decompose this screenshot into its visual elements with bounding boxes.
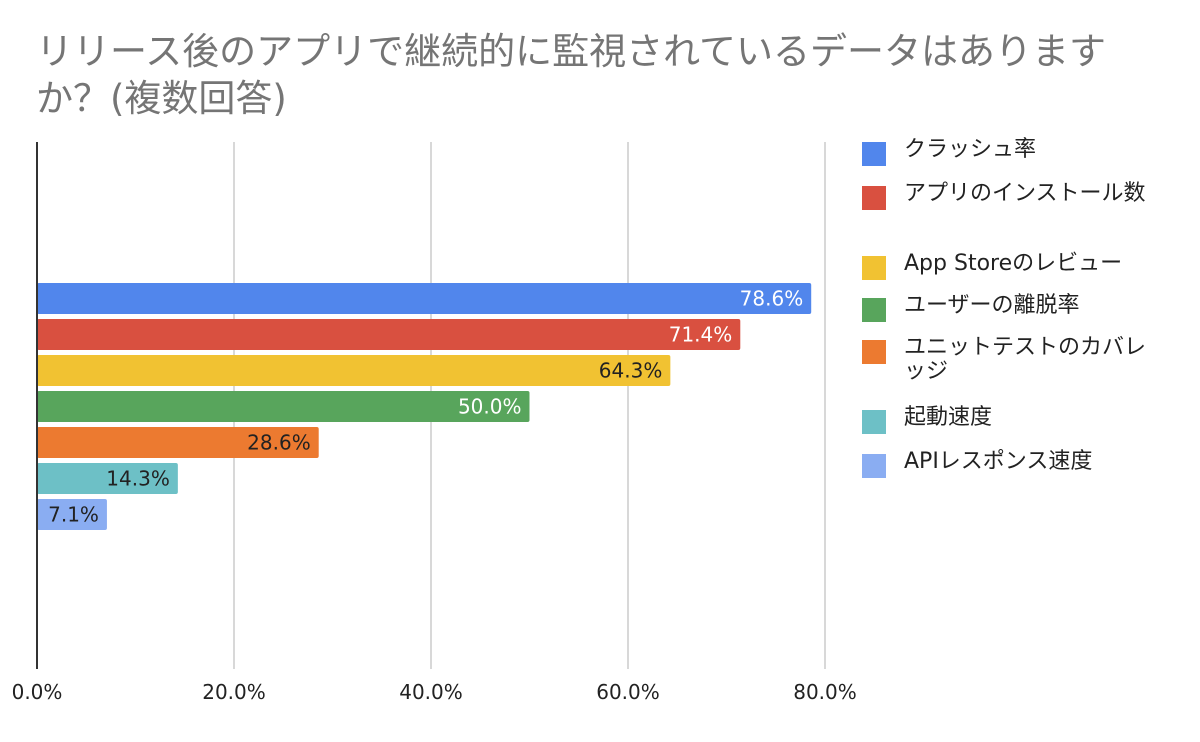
legend-swatch bbox=[862, 142, 886, 166]
bar bbox=[37, 355, 671, 386]
legend-swatch bbox=[862, 186, 886, 210]
x-tick-label: 0.0% bbox=[12, 680, 63, 704]
bar-data-label: 78.6% bbox=[740, 287, 804, 311]
legend-label: アプリのインストール数 bbox=[904, 181, 1146, 206]
bar-data-label: 14.3% bbox=[106, 467, 170, 491]
legend-label: ユーザーの離脱率 bbox=[904, 293, 1080, 318]
legend-item: ユニットテストのカバレッジ bbox=[862, 336, 1154, 384]
bar bbox=[37, 391, 530, 422]
x-tick-label: 40.0% bbox=[399, 680, 463, 704]
bar-data-label: 64.3% bbox=[599, 359, 663, 383]
legend-swatch bbox=[862, 256, 886, 280]
legend-label: 起動速度 bbox=[904, 405, 993, 430]
bar bbox=[37, 319, 741, 350]
bar-data-label: 71.4% bbox=[669, 323, 733, 347]
legend-swatch bbox=[862, 454, 886, 478]
legend-swatch bbox=[862, 298, 886, 322]
bar-data-label: 50.0% bbox=[458, 395, 522, 419]
legend-label: クラッシュ率 bbox=[904, 137, 1037, 162]
bar-data-label: 7.1% bbox=[48, 503, 99, 527]
legend-label: ユニットテストのカバレッジ bbox=[904, 335, 1147, 384]
bar bbox=[37, 427, 319, 458]
bar bbox=[37, 463, 178, 494]
legend-swatch bbox=[862, 340, 886, 364]
x-tick-label: 20.0% bbox=[202, 680, 266, 704]
bar-data-label: 28.6% bbox=[247, 431, 311, 455]
bar bbox=[37, 283, 812, 314]
legend-item: 起動速度 bbox=[862, 406, 1154, 434]
legend-item: クラッシュ率 bbox=[862, 138, 1154, 166]
chart-title: リリース後のアプリで継続的に監視されているデータはありますか？(複数回答) bbox=[36, 30, 1107, 120]
legend-item: ユーザーの離脱率 bbox=[862, 294, 1154, 322]
bar bbox=[37, 499, 107, 530]
x-tick-label: 80.0% bbox=[793, 680, 857, 704]
legend-swatch bbox=[862, 410, 886, 434]
legend-label: App Storeのレビュー bbox=[904, 251, 1123, 276]
x-tick-label: 60.0% bbox=[596, 680, 660, 704]
legend-item: APIレスポンス速度 bbox=[862, 450, 1154, 478]
legend-label: APIレスポンス速度 bbox=[904, 449, 1093, 474]
legend-item: アプリのインストール数 bbox=[862, 182, 1154, 210]
legend-item: App Storeのレビュー bbox=[862, 252, 1154, 280]
